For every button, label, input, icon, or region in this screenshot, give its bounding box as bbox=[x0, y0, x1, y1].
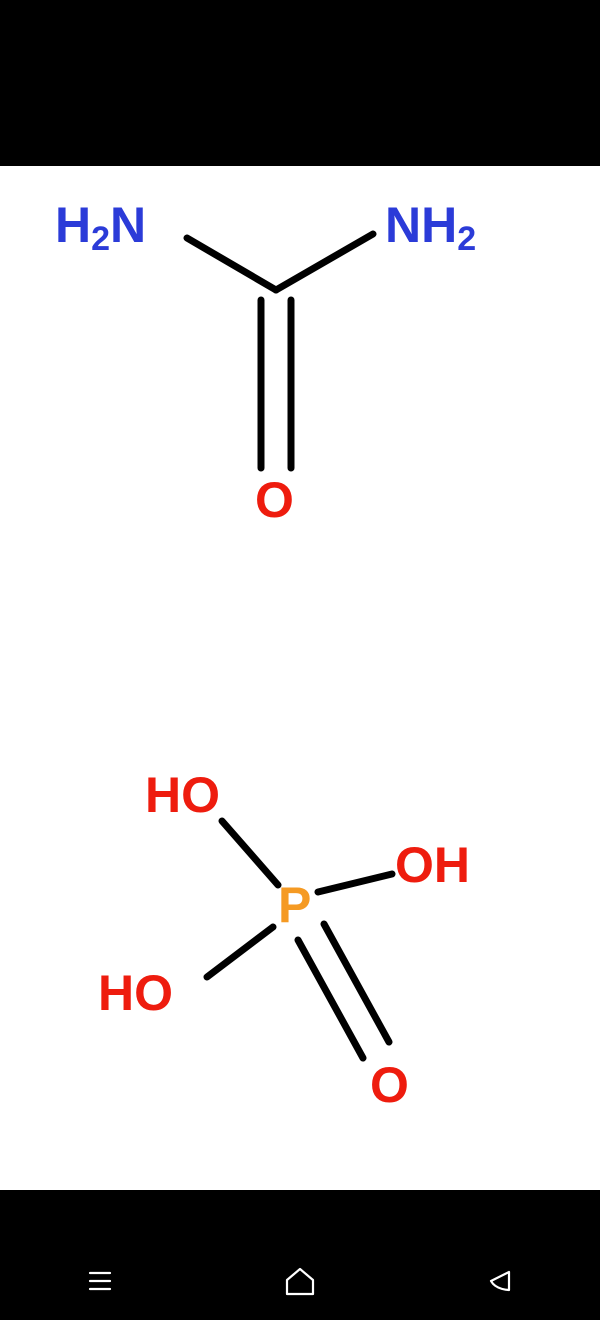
recent-apps-button[interactable] bbox=[76, 1257, 124, 1305]
phosphoric-acid-structure bbox=[0, 166, 600, 1190]
atom-label: O bbox=[370, 1060, 409, 1110]
back-button[interactable] bbox=[476, 1257, 524, 1305]
android-navbar bbox=[0, 1242, 600, 1320]
recent-apps-icon bbox=[84, 1265, 116, 1297]
atom-label: P bbox=[278, 880, 311, 930]
home-button[interactable] bbox=[276, 1257, 324, 1305]
atom-label: OH bbox=[395, 840, 470, 890]
bond-line bbox=[318, 874, 392, 892]
phone-screen: H2NNH2O HOOHHOOP bbox=[0, 0, 600, 1320]
bond-line bbox=[222, 821, 278, 885]
bond-line bbox=[207, 927, 273, 977]
atom-label: HO bbox=[98, 968, 173, 1018]
atom-label: HO bbox=[145, 770, 220, 820]
back-icon bbox=[482, 1263, 518, 1299]
bond-line bbox=[324, 924, 389, 1042]
content-area: H2NNH2O HOOHHOOP bbox=[0, 166, 600, 1190]
home-icon bbox=[282, 1263, 318, 1299]
bond-line bbox=[298, 940, 363, 1058]
